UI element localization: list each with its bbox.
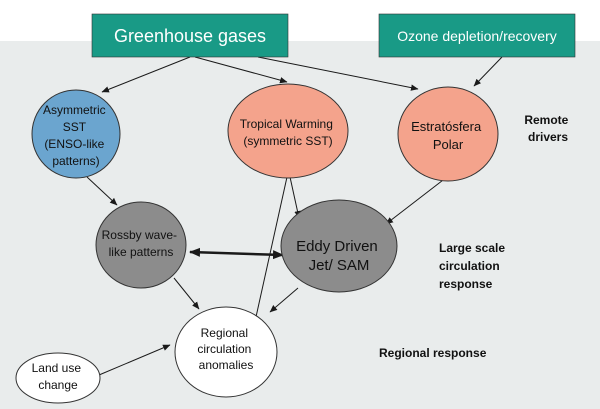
arrow-land-use-to-regional [98, 344, 171, 376]
eddy-driven-jet-node: Eddy Driven Jet/ SAM [280, 199, 398, 293]
arrow-greenhouse-to-asymmetric-sst [101, 56, 191, 93]
tropical-warming-label: Tropical Warming (symmetric SST) [240, 117, 336, 148]
estratosfera-polar-label: Estratósfera Polar [411, 119, 485, 152]
arrow-rossby-to-regional [173, 277, 200, 310]
greenhouse-gases-label: Greenhouse gases [114, 26, 266, 46]
asymmetric-sst-label: Asymmetric SST (ENSO-like patterns) [43, 103, 109, 168]
arrow-estratosfera-to-eddy-jet [385, 176, 448, 225]
land-use-change-label: Land use change [32, 361, 85, 392]
ozone-label: Ozone depletion/recovery [397, 28, 557, 44]
arrow-ozone-to-estratosfera [473, 56, 503, 87]
asymmetric-sst-node: Asymmetric SST (ENSO-like patterns) [31, 89, 121, 179]
land-use-change-node: Land use change [15, 352, 101, 404]
estratosfera-polar-node: Estratósfera Polar [397, 86, 499, 182]
large-scale-response-label: Large scale circulation response [439, 241, 508, 291]
arrow-greenhouse-to-tropical-warming [194, 56, 288, 84]
rossby-wave-label: Rossby wave- like patterns [102, 228, 181, 259]
regional-response-label: Regional response [379, 346, 487, 360]
regional-circulation-node: Regional circulation anomalies [174, 306, 278, 398]
connector-arrows [86, 56, 503, 376]
tropical-warming-node: Tropical Warming (symmetric SST) [227, 83, 349, 179]
eddy-driven-jet-label: Eddy Driven Jet/ SAM [296, 238, 382, 274]
ozone-box: Ozone depletion/recovery [378, 13, 576, 58]
rossby-wave-node: Rossby wave- like patterns [95, 201, 187, 289]
arrow-rossby-eddy-jet-bidirectional [189, 247, 284, 260]
regional-circulation-label: Regional circulation anomalies [197, 326, 254, 372]
arrow-greenhouse-to-estratosfera [257, 56, 419, 91]
arrow-tropical-to-eddy-jet [289, 176, 301, 219]
arrow-asymmetric-sst-to-rossby [86, 176, 118, 206]
greenhouse-gases-box: Greenhouse gases [91, 13, 289, 58]
arrow-eddy-jet-to-regional [269, 287, 299, 313]
remote-drivers-label: Remote drivers [524, 113, 571, 144]
